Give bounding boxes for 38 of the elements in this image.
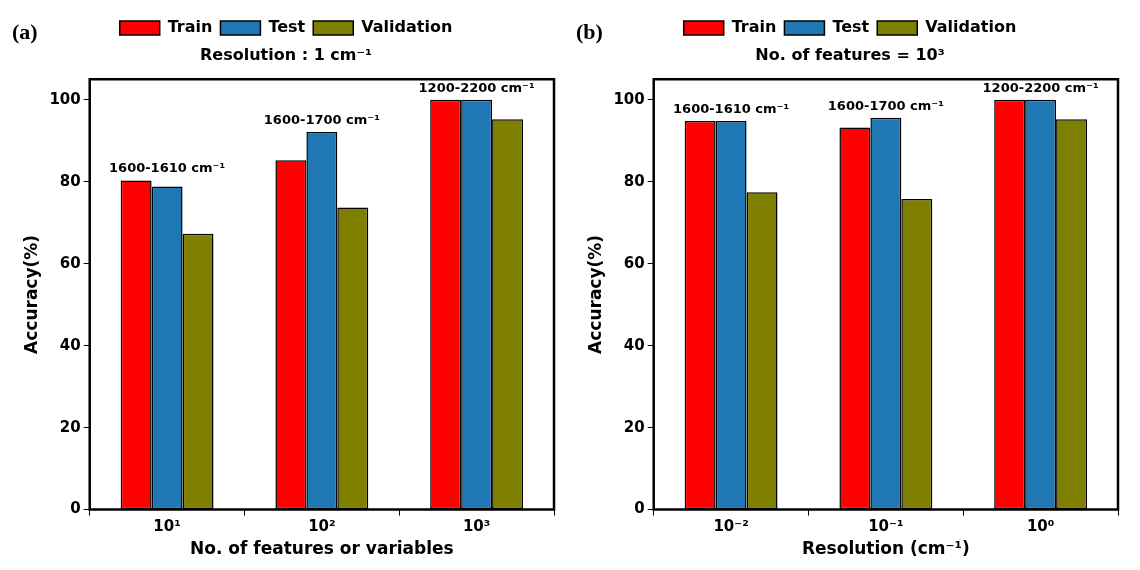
legend-label: Validation bbox=[361, 17, 453, 37]
text: (b) bbox=[576, 18, 603, 44]
x-tick-label: 10¹ bbox=[153, 517, 181, 536]
y-tick-label: 20 bbox=[623, 417, 645, 436]
legend-label: Validation bbox=[925, 17, 1017, 37]
x-tick-label: 10⁰ bbox=[1026, 517, 1055, 536]
annotation: 1600-1610 cm⁻¹ bbox=[673, 100, 790, 116]
y-tick-label: 0 bbox=[70, 499, 81, 518]
x-tick-label: 10² bbox=[308, 517, 336, 536]
chart-title: Resolution : 1 cm⁻¹ bbox=[200, 44, 372, 64]
annotation: 1200-2200 cm⁻¹ bbox=[418, 79, 535, 95]
y-tick-label: 20 bbox=[59, 417, 81, 436]
legend-label: Train bbox=[167, 17, 213, 37]
y-tick-label: 100 bbox=[613, 89, 645, 108]
y-axis-title: Accuracy(%) bbox=[584, 234, 605, 354]
y-tick-label: 100 bbox=[49, 89, 81, 108]
annotation: 1600-1700 cm⁻¹ bbox=[263, 111, 380, 127]
legend-label: Train bbox=[731, 17, 777, 37]
y-tick-label: 60 bbox=[59, 253, 81, 272]
y-tick-label: 60 bbox=[623, 253, 645, 272]
legend-label: Test bbox=[268, 17, 306, 37]
y-tick-label: 80 bbox=[623, 171, 645, 190]
annotation: 1600-1700 cm⁻¹ bbox=[827, 97, 944, 113]
legend-label: Test bbox=[832, 17, 870, 37]
x-axis-title: Resolution (cm⁻¹) bbox=[801, 538, 970, 559]
y-axis-title: Accuracy(%) bbox=[20, 234, 41, 354]
chart-title: No. of features = 10³ bbox=[755, 44, 945, 64]
x-axis-title: No. of features or variables bbox=[190, 538, 454, 559]
y-tick-label: 80 bbox=[59, 171, 81, 190]
y-tick-label: 0 bbox=[634, 499, 645, 518]
annotation: 1200-2200 cm⁻¹ bbox=[982, 79, 1099, 95]
x-tick-label: 10⁻² bbox=[713, 517, 749, 536]
y-tick-label: 40 bbox=[623, 335, 645, 354]
x-tick-label: 10⁻¹ bbox=[868, 517, 904, 536]
y-tick-label: 40 bbox=[59, 335, 81, 354]
x-tick-label: 10³ bbox=[462, 517, 491, 536]
text: (a) bbox=[12, 18, 38, 44]
annotation: 1600-1610 cm⁻¹ bbox=[109, 160, 226, 176]
